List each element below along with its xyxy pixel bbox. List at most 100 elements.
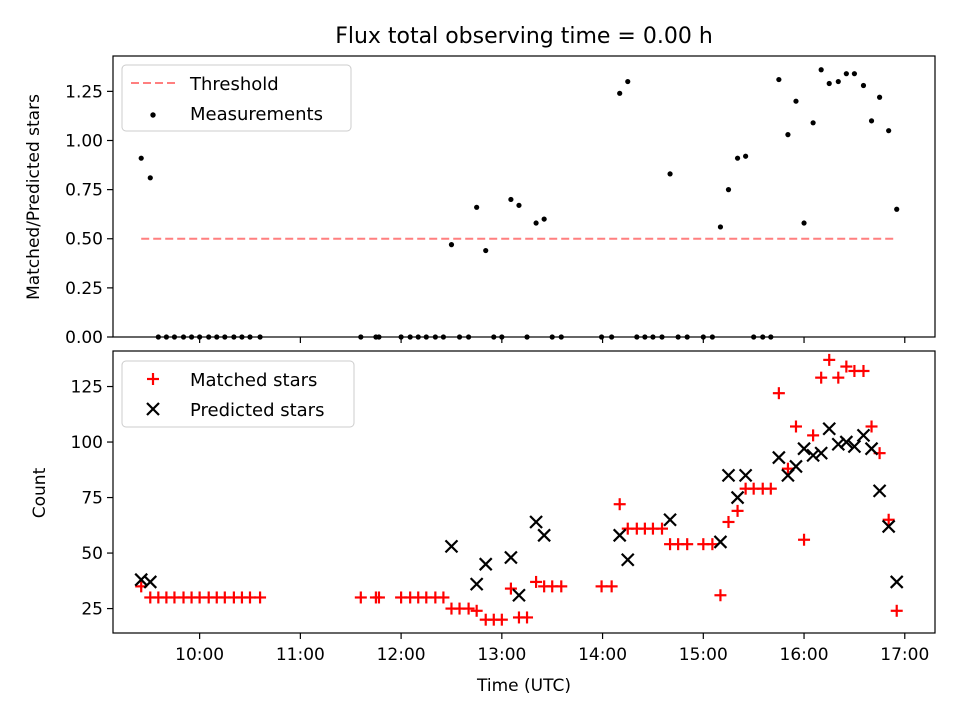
matched-star-point <box>521 611 534 624</box>
threshold-legend-label: Threshold <box>189 74 279 95</box>
matched-star-point <box>857 364 870 377</box>
measurement-point <box>483 247 489 254</box>
y-tick-label: 1.25 <box>65 82 103 102</box>
matched-star-point <box>656 522 669 535</box>
chart-title: Flux total observing time = 0.00 h <box>335 24 713 49</box>
y-tick-label: 0.00 <box>65 328 103 348</box>
predicted-star-point <box>822 421 837 436</box>
top-axes-frame <box>112 55 936 338</box>
bottom-axes-frame <box>112 350 936 634</box>
x-tick-label: 16:00 <box>780 645 829 665</box>
matched-star-point <box>731 504 744 517</box>
matched-stars-series <box>135 353 903 626</box>
predicted-star-point <box>478 557 493 571</box>
measurement-point <box>826 80 832 87</box>
measurement-point <box>734 155 741 161</box>
matched-star-point <box>470 604 483 617</box>
y-tick-label: 25 <box>81 600 103 620</box>
x-tick-label: 12:00 <box>377 645 426 665</box>
matched-star-point <box>798 533 811 546</box>
measurement-point <box>886 128 892 134</box>
predicted-star-point <box>881 519 896 534</box>
matched-star-point <box>530 575 543 588</box>
predicted-star-point <box>864 441 879 456</box>
top-y-axis-label: Matched/Predicted stars <box>24 94 44 300</box>
measurement-point <box>876 94 883 100</box>
matched-star-point <box>882 513 895 526</box>
measurement-point <box>868 118 875 124</box>
measurement-point <box>474 204 480 210</box>
matched-star-point <box>789 420 802 433</box>
matched-star-point <box>504 582 517 595</box>
predicted-star-point <box>839 435 854 449</box>
x-tick-label: 15:00 <box>679 645 728 665</box>
x-tick-label: 10:00 <box>175 645 224 665</box>
matched-star-point <box>772 387 785 400</box>
measurement-point <box>725 187 732 193</box>
x-tick-label: 14:00 <box>578 645 627 665</box>
predicted-star-point <box>444 539 459 554</box>
measurements-series <box>138 67 900 340</box>
predicted-star-point <box>738 468 753 483</box>
measurement-point <box>617 90 623 96</box>
predicted-star-point <box>504 550 518 565</box>
measurement-point <box>743 153 749 159</box>
matched-star-point <box>823 353 836 366</box>
measurement-point <box>138 155 144 161</box>
matched-star-point <box>605 580 618 593</box>
matched-star-point <box>722 515 735 528</box>
predicted-star-point <box>889 575 904 589</box>
predicted-star-point <box>612 528 627 543</box>
measurement-point <box>843 71 849 77</box>
top-panel: 0.00 0.25 0.50 0.75 1.00 1.25 Matched/Predict… <box>24 55 936 348</box>
measurement-point <box>717 224 724 230</box>
matched-star-point <box>681 538 694 551</box>
measurement-point <box>541 216 547 222</box>
top-y-ticks: 0.00 0.25 0.50 0.75 1.00 1.25 <box>65 82 113 348</box>
measurement-point <box>860 82 867 89</box>
predicted-star-point <box>663 512 677 527</box>
bottom-y-axis-label: Count <box>30 467 50 518</box>
predicted-star-point <box>512 588 526 603</box>
matched-star-point <box>865 420 878 433</box>
measurement-point <box>785 132 791 138</box>
measurement-point <box>835 78 841 85</box>
predicted-star-point <box>856 428 871 443</box>
measurement-point <box>448 242 455 248</box>
top-legend: Threshold Measurements <box>121 64 352 132</box>
y-tick-label: 125 <box>71 378 103 398</box>
matched-legend-label: Matched stars <box>190 370 317 391</box>
measurement-point <box>810 120 816 126</box>
predicted-star-point <box>789 459 803 474</box>
matched-star-point <box>462 602 475 615</box>
matched-star-point <box>764 482 777 495</box>
y-tick-label: 0.50 <box>65 230 103 250</box>
matched-star-point <box>706 538 719 551</box>
predicted-star-point <box>713 535 728 549</box>
predicted-star-point <box>814 446 828 460</box>
bottom-panel: 25 50 75 100 125 10:00 11:00 12:00 13:00 14:00 15… <box>30 350 936 696</box>
matched-star-point <box>354 591 367 604</box>
x-tick-label: 11:00 <box>276 645 325 665</box>
matched-star-point <box>495 613 508 626</box>
y-tick-label: 0.75 <box>65 181 103 201</box>
bottom-x-ticks: 10:00 11:00 12:00 13:00 14:00 15:00 16:00 17:00 <box>175 633 929 665</box>
matched-star-point <box>832 371 845 384</box>
x-tick-label: 17:00 <box>880 645 929 665</box>
measurement-point <box>625 78 631 85</box>
predicted-star-point <box>529 515 543 529</box>
predicted-star-point <box>469 577 484 591</box>
matched-star-point <box>555 580 568 593</box>
matched-star-point <box>372 591 385 604</box>
matched-star-point <box>807 429 820 442</box>
measurement-point <box>801 220 807 226</box>
bottom-y-ticks: 25 50 75 100 125 <box>71 378 113 620</box>
measurement-point <box>667 171 673 177</box>
measurement-point <box>793 98 799 104</box>
matched-star-point <box>244 591 256 604</box>
x-axis-label: Time (UTC) <box>476 676 571 696</box>
predicted-star-point <box>730 490 745 505</box>
matched-star-point <box>254 591 267 604</box>
y-tick-label: 0.25 <box>65 279 103 299</box>
